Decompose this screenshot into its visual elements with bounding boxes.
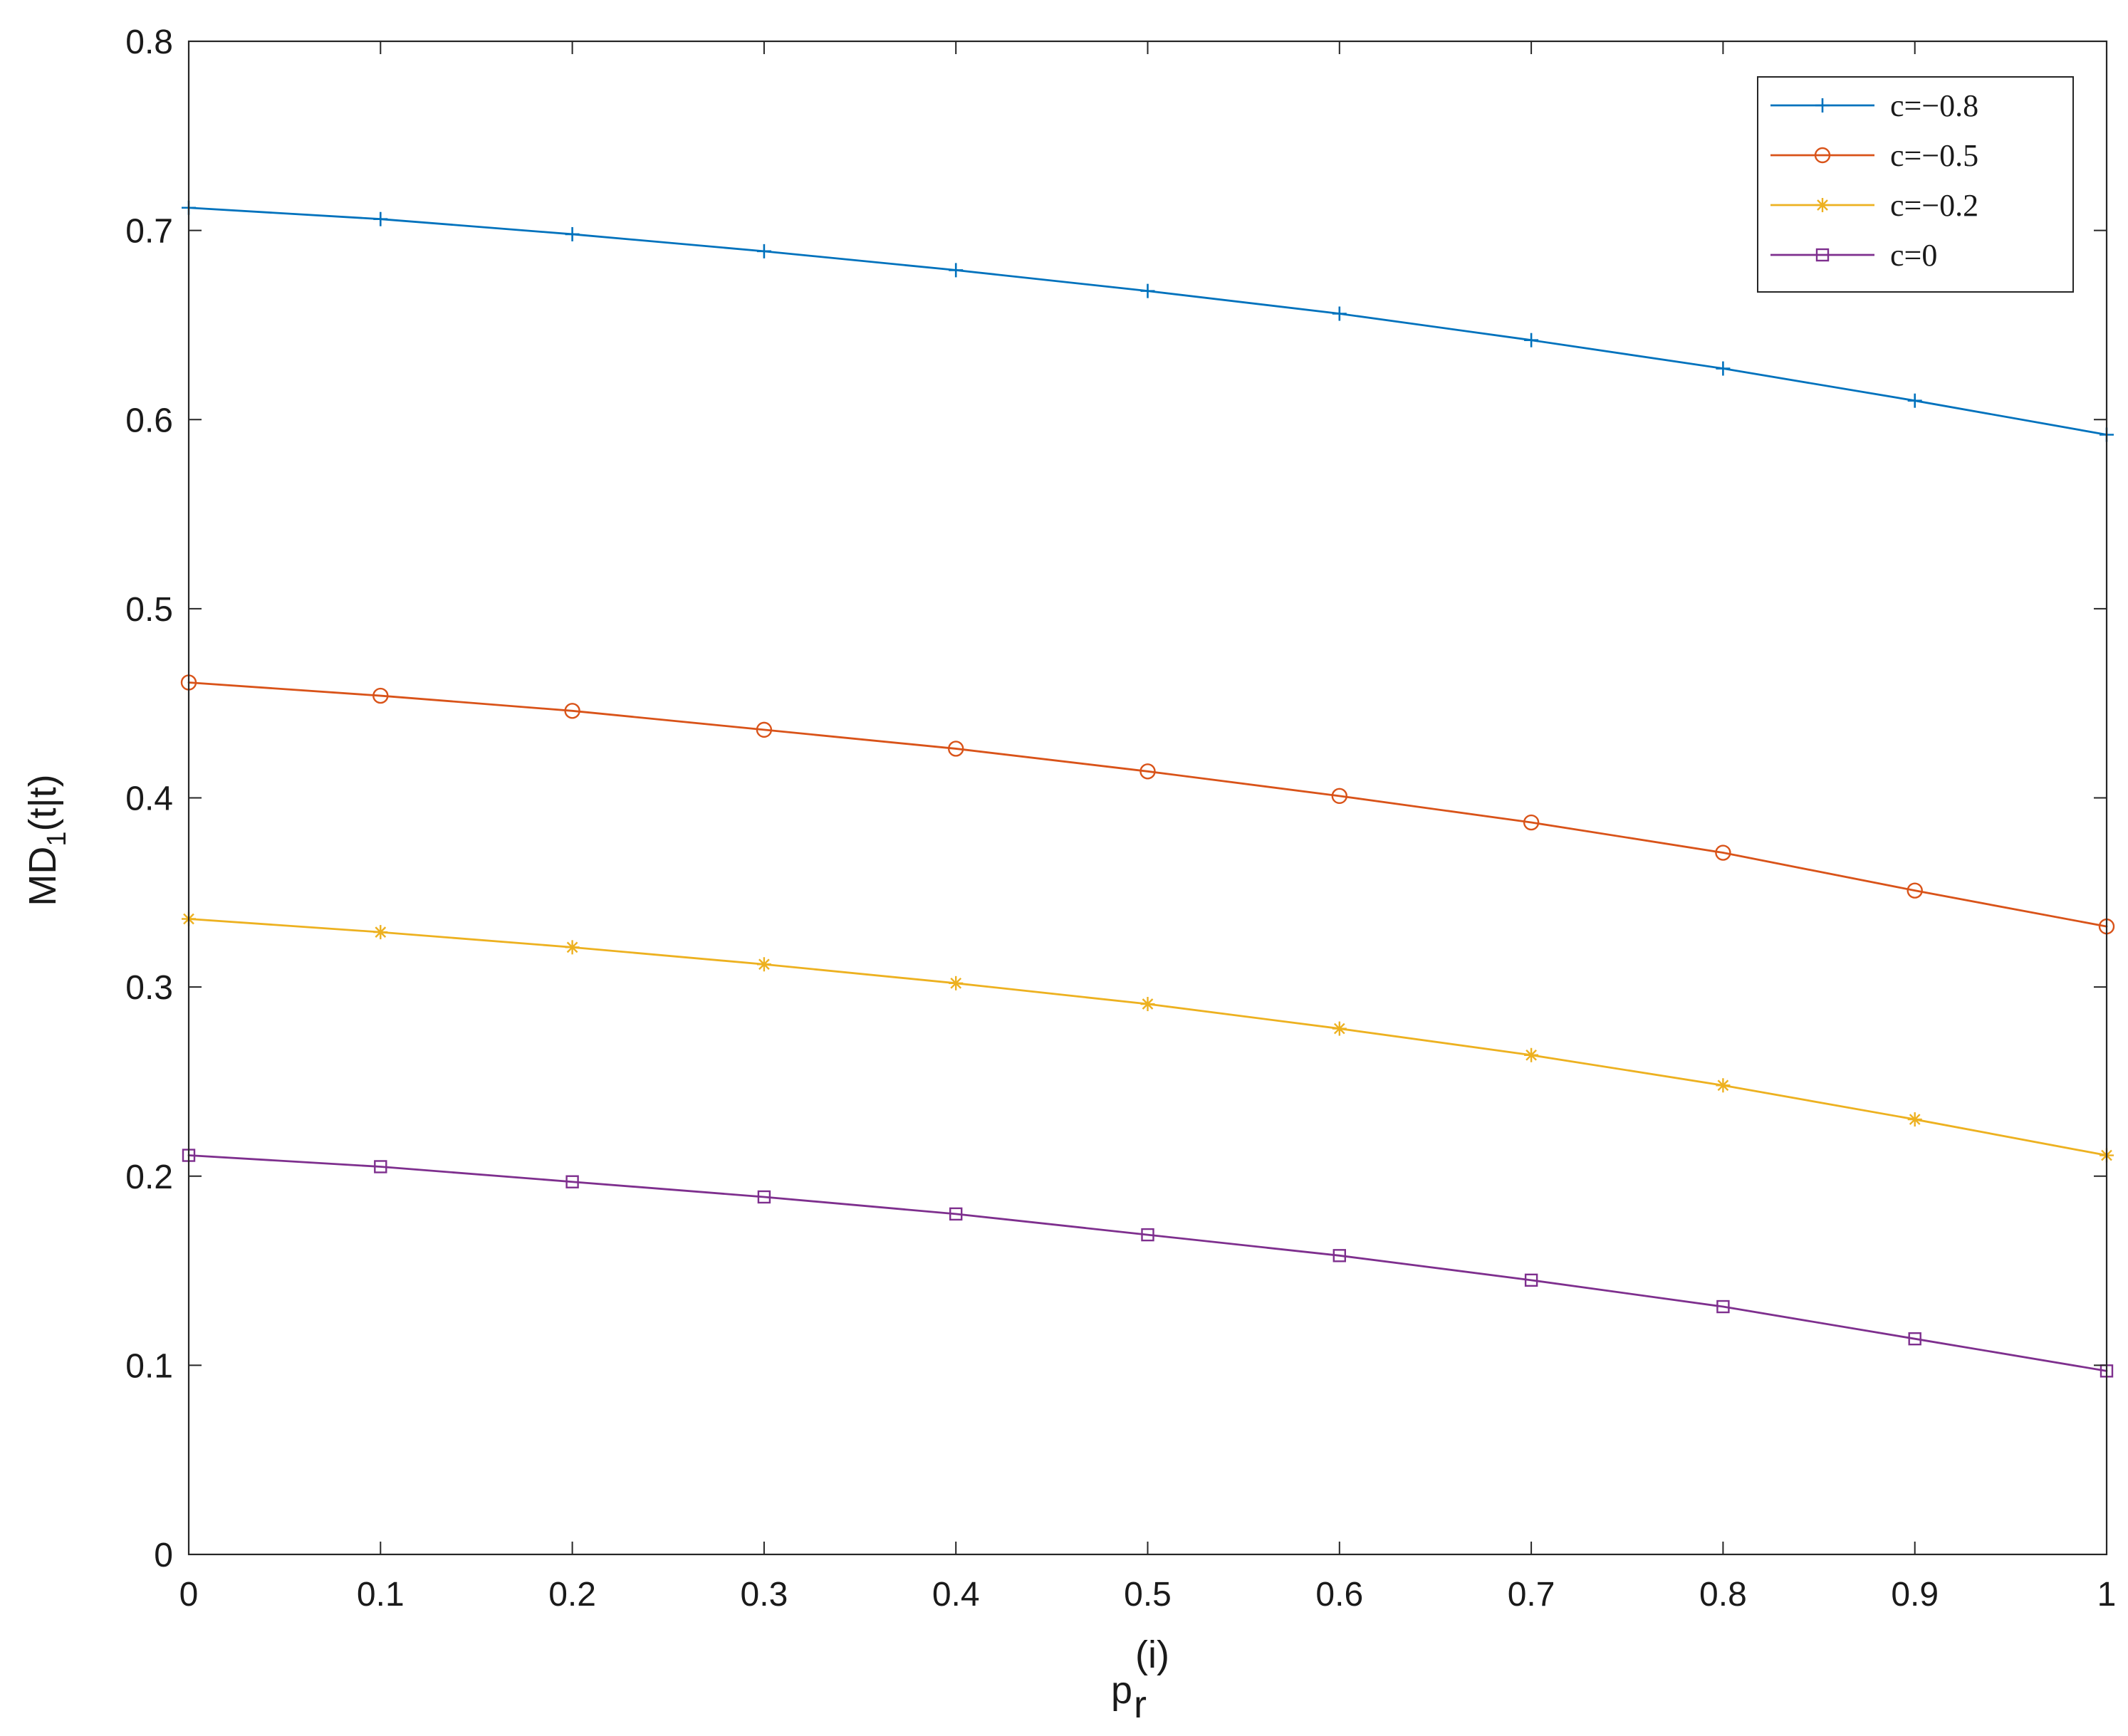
y-tick-label: 0.7 [125,213,173,251]
legend-label: c=0 [1890,238,1937,273]
data-point [1139,763,1156,780]
y-axis-label-subscript: 1 [42,831,72,846]
y-axis-label-suffix: (t|t) [21,774,64,831]
data-point [1716,361,1731,376]
data-point [1908,1332,1921,1346]
data-point [757,1190,771,1204]
data-point [373,925,388,940]
y-tick-label: 0.4 [125,780,173,818]
legend-item: c=0 [1770,238,1937,273]
y-tick-label: 0.6 [125,402,173,439]
x-tick-label: 0.3 [741,1576,788,1614]
legend-marker [1814,147,1831,164]
data-point [1524,1047,1539,1062]
data-point [1524,1273,1538,1287]
data-point [1715,845,1731,861]
series-line [187,1154,2108,1372]
data-point [1141,1228,1154,1242]
series-line [187,681,2108,928]
data-point [949,976,964,990]
data-point [1907,882,1923,899]
svg-text:MD1(t|t): MD1(t|t) [21,774,72,906]
x-tick-label: 0 [179,1576,199,1614]
data-point [1332,1249,1347,1262]
legend-marker [1815,198,1830,212]
data-point [756,721,773,738]
data-point [564,703,580,719]
data-point [756,244,771,258]
x-tick-label: 0.4 [932,1576,980,1614]
data-point [1907,393,1922,408]
data-point [1332,1021,1347,1036]
legend-item: c=−0.2 [1770,188,1978,223]
x-axis-label-superscript: (i) [1135,1633,1169,1676]
legend-label: c=−0.2 [1890,188,1978,223]
y-tick-label: 0.3 [125,969,173,1007]
legend: c=−0.8 c=−0.5 c=−0.2 c=0 [1757,76,2074,293]
legend-box [1757,76,2074,293]
x-tick-label: 0.6 [1315,1576,1363,1614]
series-layer [180,200,2115,1378]
legend-item: c=−0.8 [1770,88,1978,123]
data-point [1524,333,1539,347]
data-point [1523,814,1540,831]
data-point [1140,997,1155,1012]
y-tick-label: 0 [154,1537,173,1574]
legend-marker [1815,98,1830,113]
x-tick-label: 0.9 [1891,1576,1939,1614]
data-point [949,1207,963,1221]
data-point [565,1175,579,1188]
data-point [372,687,389,704]
x-axis-label: p r (i) [1111,1633,1169,1726]
data-point [565,226,580,241]
x-tick-label: 0.8 [1699,1576,1747,1614]
data-point [1716,1078,1731,1093]
x-axis-label-base: p [1111,1669,1132,1712]
y-tick-label: 0.1 [125,1347,173,1385]
y-axis-label-base: MD [21,847,64,906]
data-point [373,211,388,226]
x-tick-label: 0.1 [357,1576,405,1614]
data-point [947,741,964,757]
y-tick-label: 0.8 [125,23,173,61]
data-point [1140,283,1155,298]
legend-marker [1815,248,1830,262]
x-tick-label: 1 [2097,1576,2117,1614]
legend-label: c=−0.5 [1890,138,1978,173]
data-point [949,263,964,278]
legend-item: c=−0.5 [1770,138,1978,173]
data-point [565,940,580,955]
y-tick-label: 0.2 [125,1159,173,1196]
x-tick-label: 0.2 [548,1576,596,1614]
y-axis-label: MD1(t|t) [21,774,72,906]
y-tick-label: 0.5 [125,591,173,629]
data-point [1907,1112,1922,1127]
axes-layer: 0 0.1 0.2 0.3 0.4 0.5 0.6 0.7 0.8 0.9 1 0 0.1 0.2 0.3 0… [125,23,2116,1614]
x-tick-label: 0.7 [1508,1576,1555,1614]
legend-label: c=−0.8 [1890,88,1978,123]
series-1 [182,200,2114,442]
data-point [374,1160,387,1173]
x-axis-label-subscript: r [1134,1683,1147,1726]
x-tick-label: 0.5 [1124,1576,1172,1614]
data-point [756,957,771,972]
data-point [1331,788,1348,805]
data-point [1716,1300,1730,1314]
data-point [1332,306,1347,321]
series-2 [180,674,2115,935]
